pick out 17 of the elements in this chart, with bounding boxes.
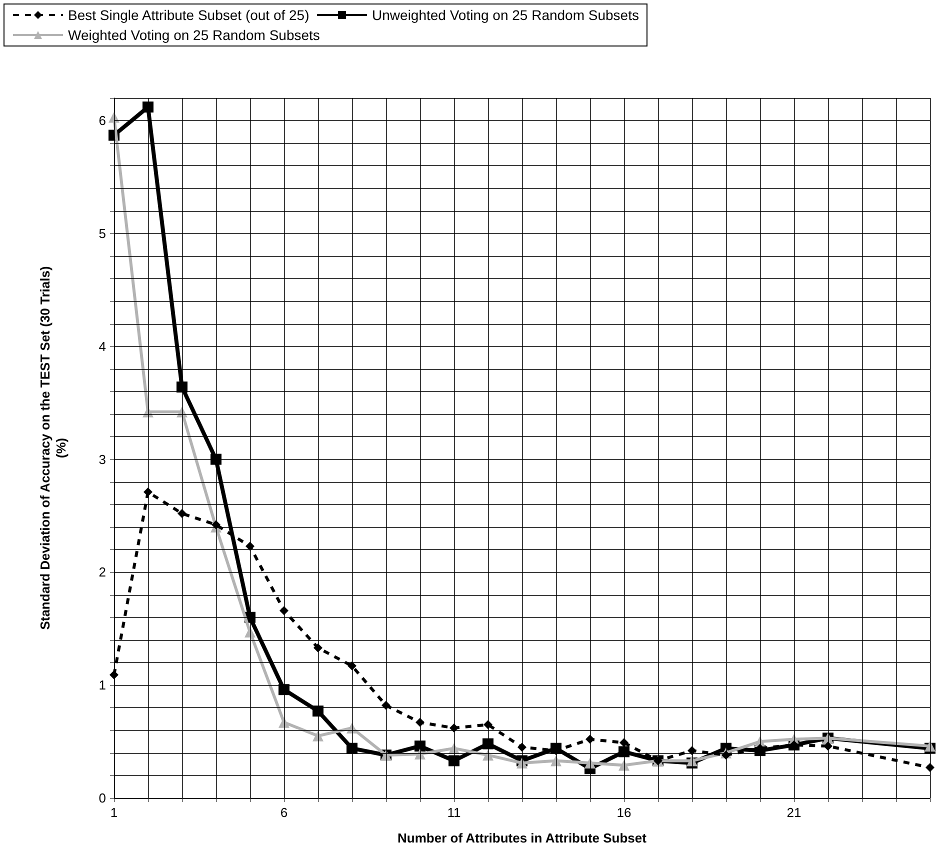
x-tick-label: 1 <box>110 805 118 820</box>
y-tick-label: 3 <box>98 452 106 467</box>
y-tick-label: 5 <box>98 226 106 241</box>
legend-label: Weighted Voting on 25 Random Subsets <box>68 27 320 43</box>
legend-label: Unweighted Voting on 25 Random Subsets <box>372 7 639 23</box>
y-tick-label: 4 <box>98 338 106 354</box>
y-tick-label: 2 <box>98 564 106 580</box>
x-tick-label: 6 <box>280 805 288 820</box>
x-tick-label: 11 <box>447 805 461 820</box>
x-axis-title: Number of Attributes in Attribute Subset <box>398 830 648 846</box>
y-axis-title: Standard Deviation of Accuracy on the TEST Set (30 Trials) (%) <box>38 266 68 630</box>
x-tick-label: 21 <box>786 805 802 820</box>
x-tick-label: 16 <box>616 805 632 820</box>
y-tick-label: 0 <box>98 790 106 806</box>
legend-label: Best Single Attribute Subset (out of 25) <box>68 7 310 23</box>
y-tick-label: 6 <box>98 113 106 128</box>
y-tick-label: 1 <box>98 678 106 693</box>
